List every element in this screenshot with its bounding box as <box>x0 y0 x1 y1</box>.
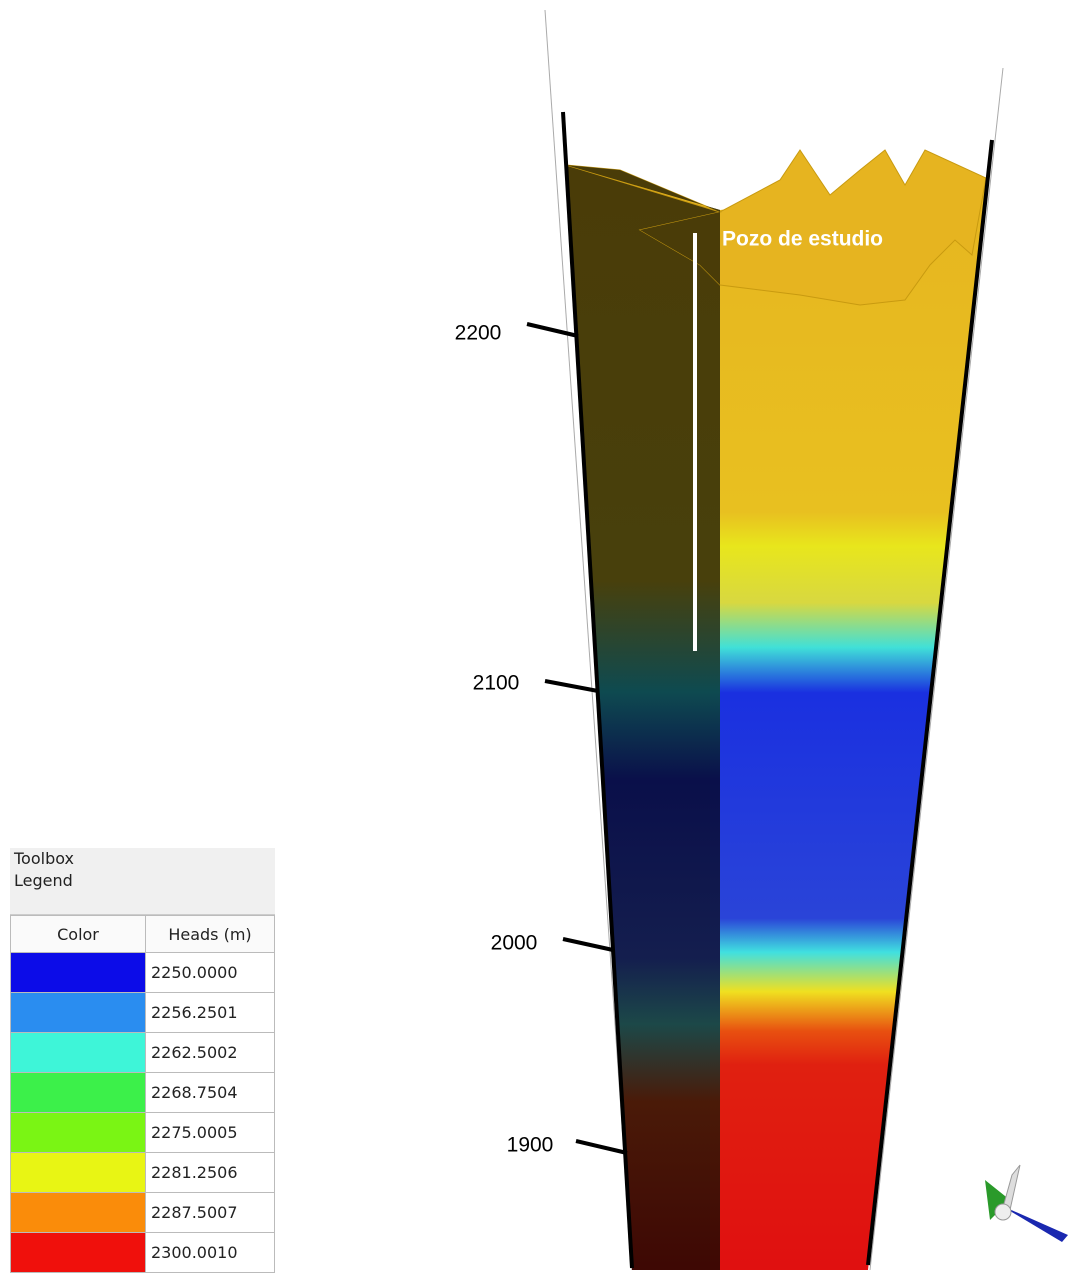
depth-label: 2000 <box>491 932 538 955</box>
depth-label: 2100 <box>473 672 520 695</box>
legend-row: 2300.0010 <box>10 1232 275 1273</box>
panel-header: Toolbox Legend <box>10 848 275 915</box>
column-header: Heads (m) <box>145 915 275 953</box>
head-value: 2262.5002 <box>145 1032 275 1073</box>
legend-row: 2281.2506 <box>10 1152 275 1193</box>
legend-title: Legend <box>14 871 73 890</box>
left-face <box>566 165 720 1270</box>
depth-label: 1900 <box>507 1134 554 1157</box>
well-label: Pozo de estudio <box>722 228 883 251</box>
legend-row: 2262.5002 <box>10 1032 275 1073</box>
right-face <box>720 180 986 1270</box>
color-swatch <box>10 952 146 993</box>
head-value: 2300.0010 <box>145 1232 275 1273</box>
depth-tick <box>526 322 579 338</box>
legend-panel: Toolbox Legend Color Heads (m) 2250.0000… <box>10 848 275 1273</box>
frame-line <box>869 67 1004 1271</box>
color-swatch <box>10 1032 146 1073</box>
depth-tick <box>562 937 614 952</box>
frame-line <box>544 9 633 1271</box>
color-swatch <box>10 1072 146 1113</box>
depth-tick <box>575 1139 628 1155</box>
color-swatch <box>10 1232 146 1273</box>
head-value: 2275.0005 <box>145 1112 275 1153</box>
legend-row: 2275.0005 <box>10 1112 275 1153</box>
column-header: Color <box>10 915 146 953</box>
color-swatch <box>10 1152 146 1193</box>
depth-label: 2200 <box>455 322 502 345</box>
head-value: 2281.2506 <box>145 1152 275 1193</box>
legend-row: 2268.7504 <box>10 1072 275 1113</box>
head-value: 2256.2501 <box>145 992 275 1033</box>
terrain-left <box>566 165 720 285</box>
color-swatch <box>10 1112 146 1153</box>
depth-tick <box>544 679 599 693</box>
color-swatch <box>10 1192 146 1233</box>
toolbox-label: Toolbox <box>14 849 74 868</box>
legend-table: Color Heads (m) 2250.0000 2256.2501 2262.5… <box>10 915 275 1273</box>
legend-row: 2287.5007 <box>10 1192 275 1233</box>
model-edge <box>866 139 994 1266</box>
legend-row: 2250.0000 <box>10 952 275 993</box>
legend-row: 2256.2501 <box>10 992 275 1033</box>
axis-triad <box>985 1164 1068 1242</box>
color-swatch <box>10 992 146 1033</box>
head-value: 2287.5007 <box>145 1192 275 1233</box>
head-value: 2250.0000 <box>145 952 275 993</box>
head-value: 2268.7504 <box>145 1072 275 1113</box>
